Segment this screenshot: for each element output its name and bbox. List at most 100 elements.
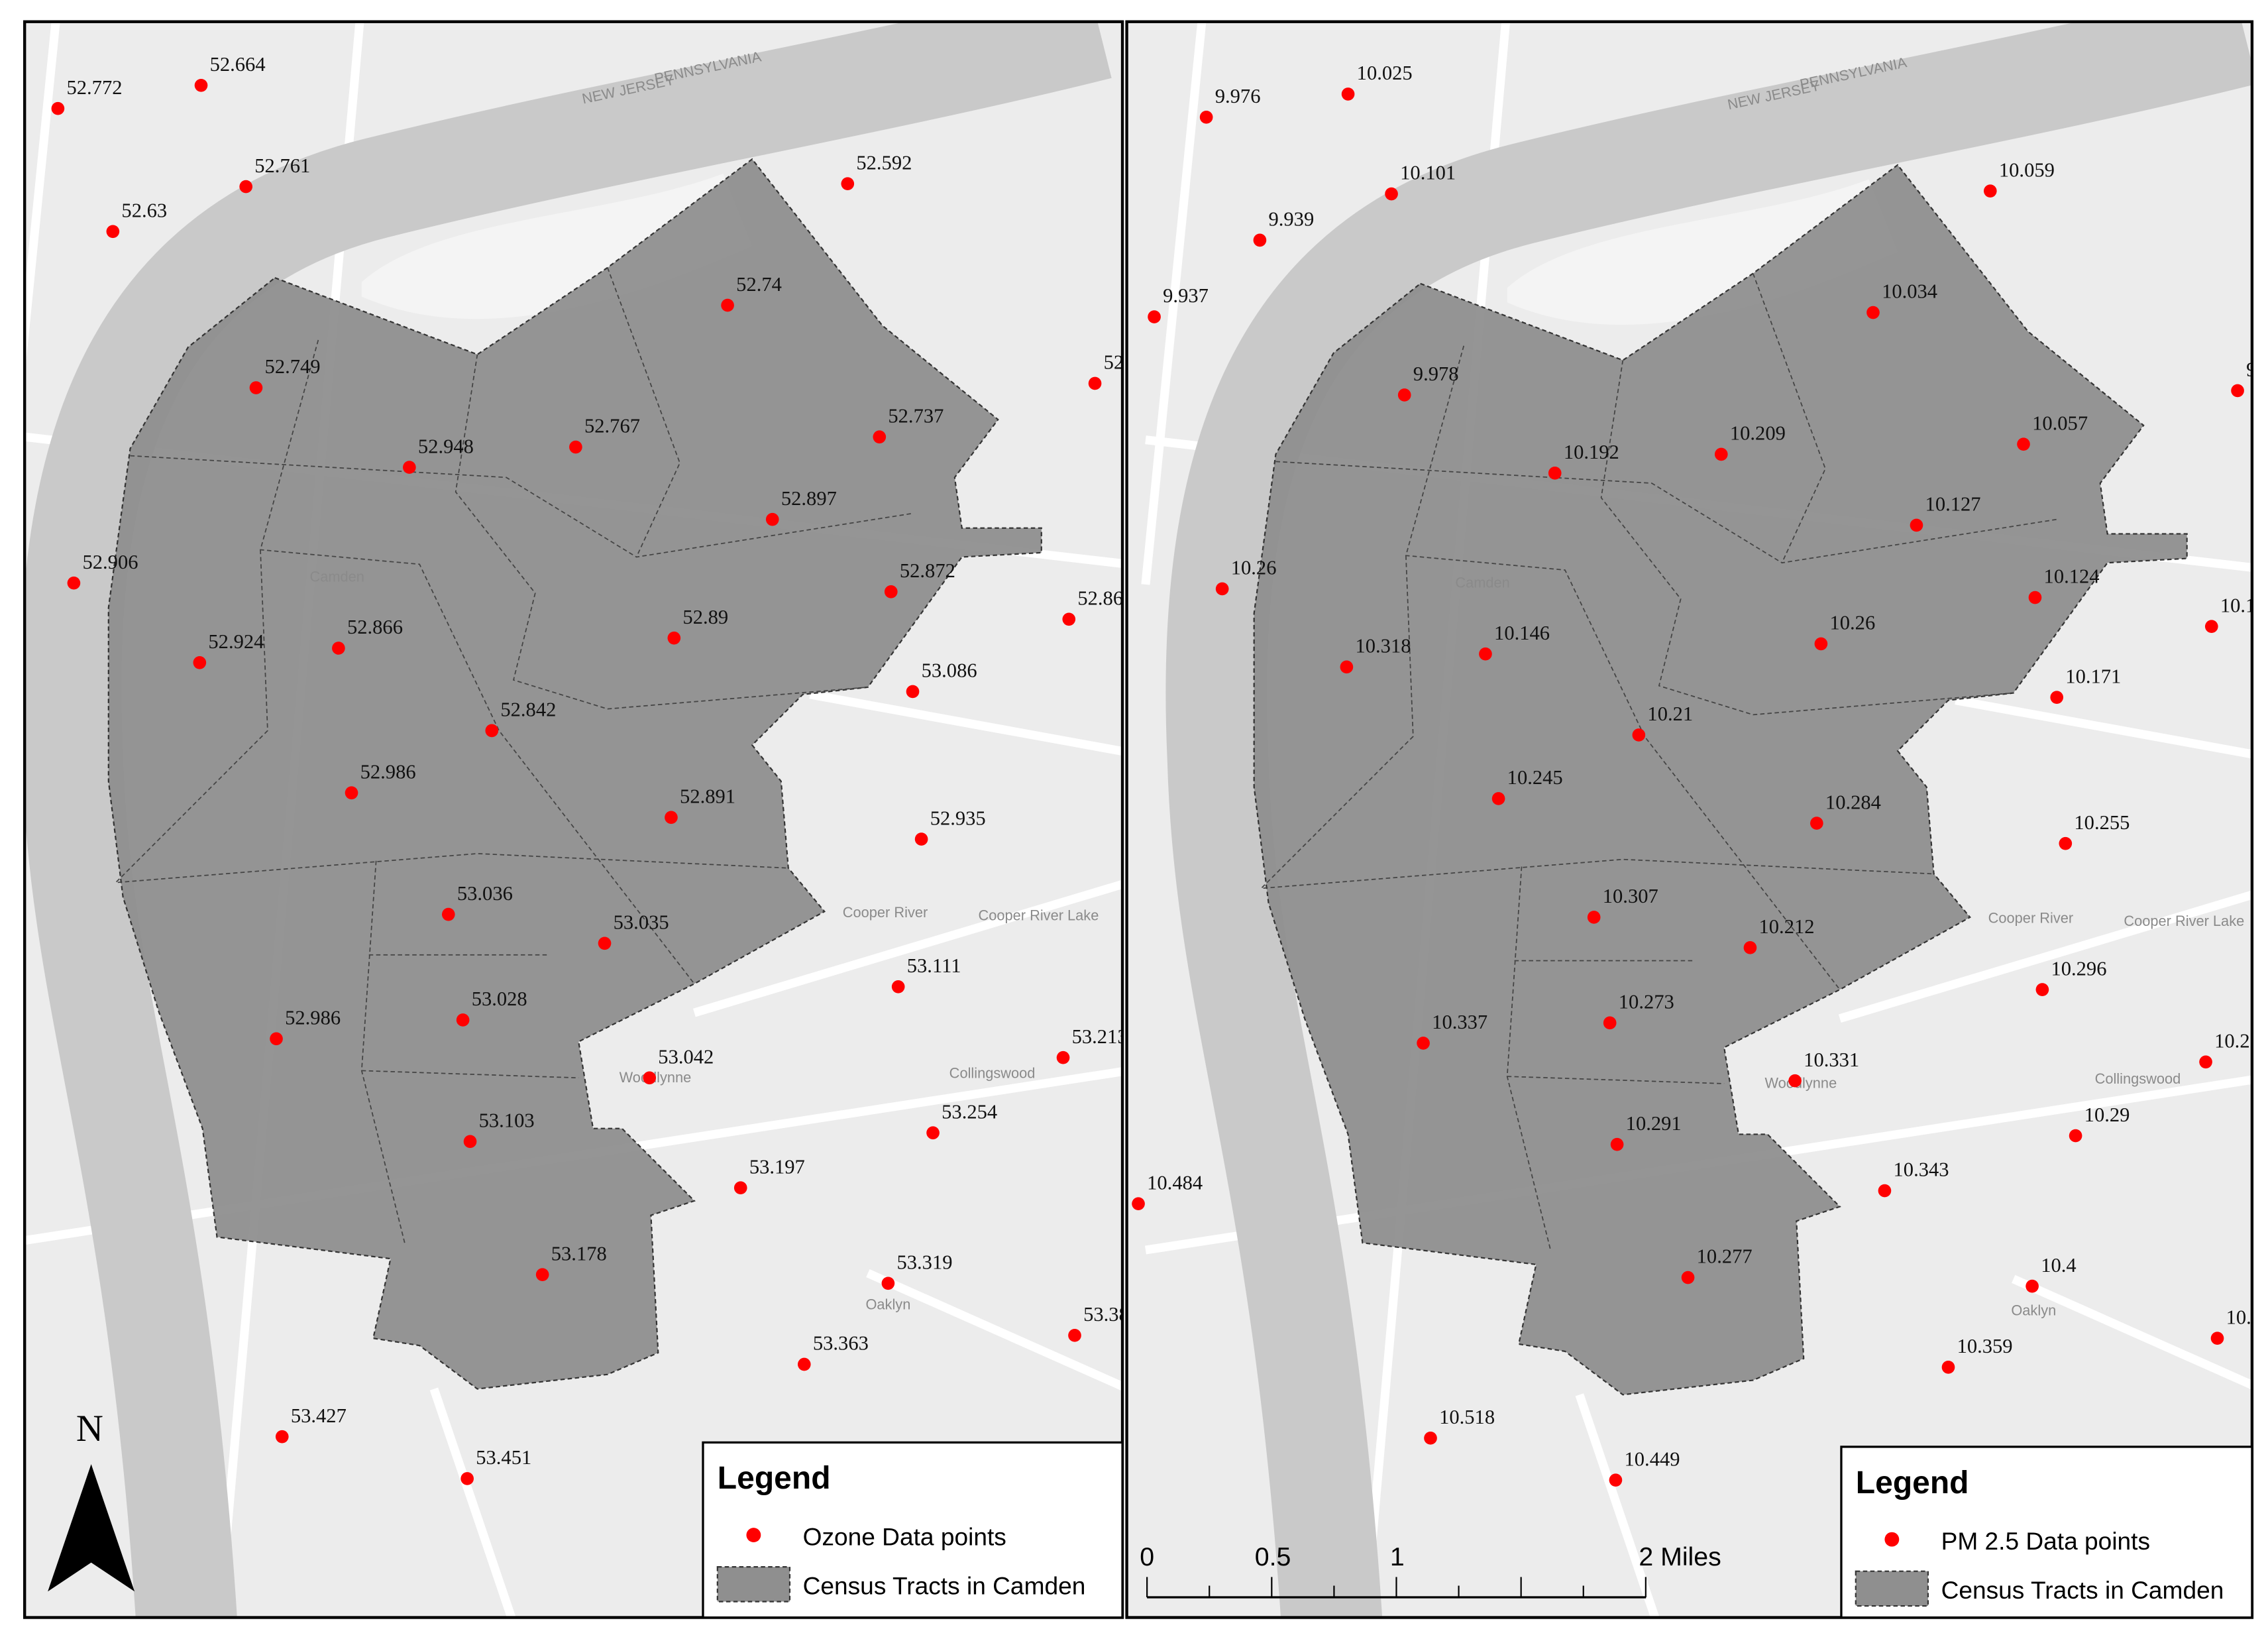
data-point bbox=[841, 177, 855, 191]
data-point bbox=[1714, 447, 1728, 461]
point-label: 10.12 bbox=[2220, 594, 2266, 616]
data-point bbox=[1810, 817, 1823, 830]
data-point bbox=[1341, 87, 1355, 101]
data-point bbox=[667, 631, 681, 645]
point-label: 53.086 bbox=[922, 659, 977, 682]
data-point bbox=[1068, 1329, 1081, 1342]
data-point bbox=[1866, 306, 1880, 319]
point-label: 53.363 bbox=[813, 1332, 869, 1355]
point-label: 52.935 bbox=[930, 807, 986, 829]
data-point bbox=[1878, 1184, 1892, 1198]
road bbox=[1955, 696, 2252, 759]
data-point bbox=[1788, 1074, 1802, 1088]
data-point bbox=[275, 1430, 289, 1444]
place-label: Collingswood bbox=[2095, 1070, 2181, 1087]
point-label: 53.178 bbox=[551, 1242, 607, 1265]
point-label: 52.767 bbox=[584, 415, 640, 437]
river bbox=[25, 21, 1112, 1618]
point-label: 52.891 bbox=[680, 785, 735, 808]
point-label: 10.449 bbox=[1625, 1447, 1680, 1470]
road bbox=[1575, 1393, 1660, 1618]
legend-title: Legend bbox=[1856, 1465, 1969, 1501]
data-point bbox=[535, 1268, 549, 1281]
data-point bbox=[2069, 1129, 2082, 1143]
place-label: Cooper River bbox=[843, 904, 928, 921]
point-label: 52.906 bbox=[83, 551, 138, 573]
point-label: 9.978 bbox=[1413, 363, 1459, 385]
legend-item: Census Tracts in Camden bbox=[1941, 1576, 2224, 1604]
data-point bbox=[67, 576, 81, 590]
data-point bbox=[1417, 1037, 1430, 1050]
tract-boundary bbox=[130, 455, 912, 558]
scale-label: 2 Miles bbox=[1639, 1542, 1721, 1571]
point-label: 10.273 bbox=[1619, 991, 1674, 1013]
legend-point-symbol bbox=[746, 1528, 761, 1543]
point-label: 9.988 bbox=[2246, 359, 2268, 381]
north-label: N bbox=[76, 1408, 103, 1449]
point-label: 10.212 bbox=[1759, 915, 1815, 938]
point-label: 53.035 bbox=[614, 911, 669, 933]
point-label: 10.21 bbox=[1647, 703, 1693, 725]
data-point bbox=[463, 1135, 477, 1149]
data-point bbox=[665, 811, 678, 824]
point-label: 53.383 bbox=[1083, 1303, 1139, 1326]
point-label: 9.939 bbox=[1269, 208, 1315, 231]
legend-item: Ozone Data points bbox=[803, 1522, 1006, 1550]
tract-boundary bbox=[1275, 461, 2057, 564]
panel-frame bbox=[1125, 20, 2254, 1619]
data-point bbox=[1062, 612, 1076, 626]
tract-boundary bbox=[455, 354, 868, 710]
legend-tract-symbol bbox=[1855, 1570, 1929, 1607]
road bbox=[866, 1269, 1123, 1391]
road bbox=[1838, 890, 2252, 1023]
census-tracts bbox=[107, 158, 1042, 1390]
census-tracts bbox=[1253, 164, 2188, 1396]
point-label: 10.294 bbox=[2226, 1306, 2268, 1328]
point-label: 10.359 bbox=[1957, 1335, 2013, 1357]
data-point bbox=[906, 685, 920, 699]
legend-point-symbol bbox=[1884, 1532, 1900, 1547]
point-label: 10.343 bbox=[1894, 1159, 1949, 1181]
scale-label: 0.5 bbox=[1255, 1542, 1291, 1571]
point-label: 52.869 bbox=[1077, 587, 1133, 609]
scale-label: 0 bbox=[1140, 1542, 1154, 1571]
data-point bbox=[403, 461, 416, 474]
data-point bbox=[1479, 647, 1492, 661]
road bbox=[429, 1387, 516, 1618]
data-point bbox=[2028, 591, 2042, 604]
data-point bbox=[1215, 582, 1229, 596]
data-point bbox=[1681, 1271, 1695, 1284]
data-point bbox=[891, 980, 905, 993]
place-label: Camden bbox=[309, 569, 364, 585]
river bbox=[1165, 21, 2252, 1618]
data-point bbox=[1088, 376, 1102, 390]
data-point bbox=[765, 512, 779, 526]
tract-boundary bbox=[1260, 555, 1934, 889]
place-label: Oaklyn bbox=[865, 1296, 910, 1313]
point-label: 52.772 bbox=[66, 76, 122, 99]
point-label: 10.192 bbox=[1564, 441, 1619, 463]
data-point bbox=[1385, 187, 1398, 201]
point-label: 10.337 bbox=[1432, 1011, 1487, 1033]
data-point bbox=[1397, 388, 1411, 402]
point-label: 10.22 bbox=[2214, 1029, 2260, 1052]
point-label: 10.059 bbox=[1999, 158, 2055, 181]
point-label: 10.29 bbox=[2084, 1104, 2130, 1126]
point-label: 9.937 bbox=[1163, 284, 1209, 307]
data-point bbox=[249, 381, 263, 394]
point-label: 10.284 bbox=[1825, 791, 1881, 813]
place-label: Collingswood bbox=[949, 1064, 1036, 1081]
data-point bbox=[1148, 310, 1161, 323]
point-label: 10.127 bbox=[1925, 493, 1981, 516]
point-label: 52.986 bbox=[285, 1007, 341, 1029]
data-point bbox=[1424, 1432, 1437, 1445]
point-label: 10.4 bbox=[2041, 1254, 2076, 1276]
data-point bbox=[643, 1071, 657, 1085]
point-label: 10.057 bbox=[2032, 412, 2088, 434]
point-label: 53.213 bbox=[1072, 1025, 1128, 1048]
point-label: 10.318 bbox=[1355, 635, 1411, 657]
